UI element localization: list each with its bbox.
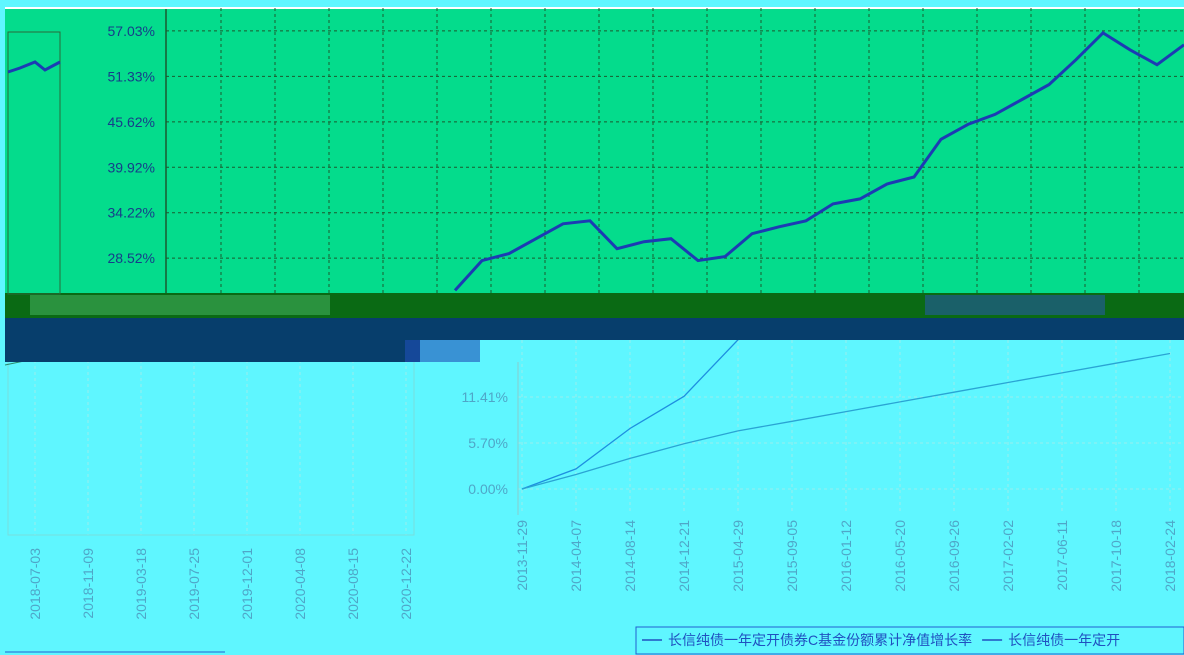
x-tick-label: 2014-04-07	[568, 520, 584, 592]
x-tick-label: 2013-11-29	[514, 520, 530, 591]
x-tick-label: 2014-08-14	[622, 520, 638, 592]
x-tick-label: 2018-02-24	[1162, 520, 1178, 592]
y-tick-label: 5.70%	[468, 435, 508, 451]
upper-chart: 57.03% 51.33% 45.62% 39.92% 34.22% 28.52%	[5, 8, 1184, 294]
y-tick-label: 11.41%	[462, 389, 508, 405]
x-tick-label: 2019-12-01	[239, 548, 255, 620]
y-tick-label: 39.92%	[108, 159, 155, 175]
x-tick-label: 2016-09-26	[946, 520, 962, 592]
x-tick-label: 2017-02-02	[1000, 520, 1016, 592]
x-tick-label: 2019-03-18	[133, 548, 149, 620]
x-tick-label: 2020-12-22	[398, 548, 414, 620]
plot-area	[5, 8, 1184, 293]
y-tick-label: 28.52%	[108, 250, 155, 266]
x-tick-label: 2015-04-29	[730, 520, 746, 592]
legend-label: 长信纯债一年定开	[1008, 632, 1120, 648]
legend-label: 长信纯债一年定开债券C基金份额累计净值增长率	[668, 632, 972, 648]
y-tick-label: 34.22%	[108, 205, 155, 221]
x-tick-label: 2018-11-09	[80, 548, 96, 619]
x-tick-label: 2020-04-08	[292, 548, 308, 620]
glitch	[925, 295, 1105, 315]
x-tick-label: 2015-09-05	[784, 520, 800, 592]
y-tick-label: 57.03%	[108, 23, 155, 39]
glitch	[405, 340, 480, 362]
x-tick-label: 2020-08-15	[345, 548, 361, 620]
y-tick-label: 45.62%	[108, 114, 155, 130]
x-tick-label: 2017-06-11	[1054, 520, 1070, 591]
x-tick-label: 2019-07-25	[186, 548, 202, 620]
x-tick-label: 2014-12-21	[676, 520, 692, 592]
dark-band	[5, 340, 420, 362]
glitch	[30, 295, 330, 315]
y-tick-label: 0.00%	[468, 481, 508, 497]
y-tick-label: 51.33%	[108, 68, 155, 84]
dark-band	[5, 318, 1184, 340]
x-tick-label: 2016-05-20	[892, 520, 908, 592]
x-tick-label: 2017-10-18	[1108, 520, 1124, 592]
screenshot: 2018-07-03 2018-11-09 2019-03-18 2019-07-25…	[0, 0, 1184, 655]
x-tick-label: 2016-01-12	[838, 520, 854, 592]
x-tick-label: 2018-07-03	[27, 548, 43, 620]
